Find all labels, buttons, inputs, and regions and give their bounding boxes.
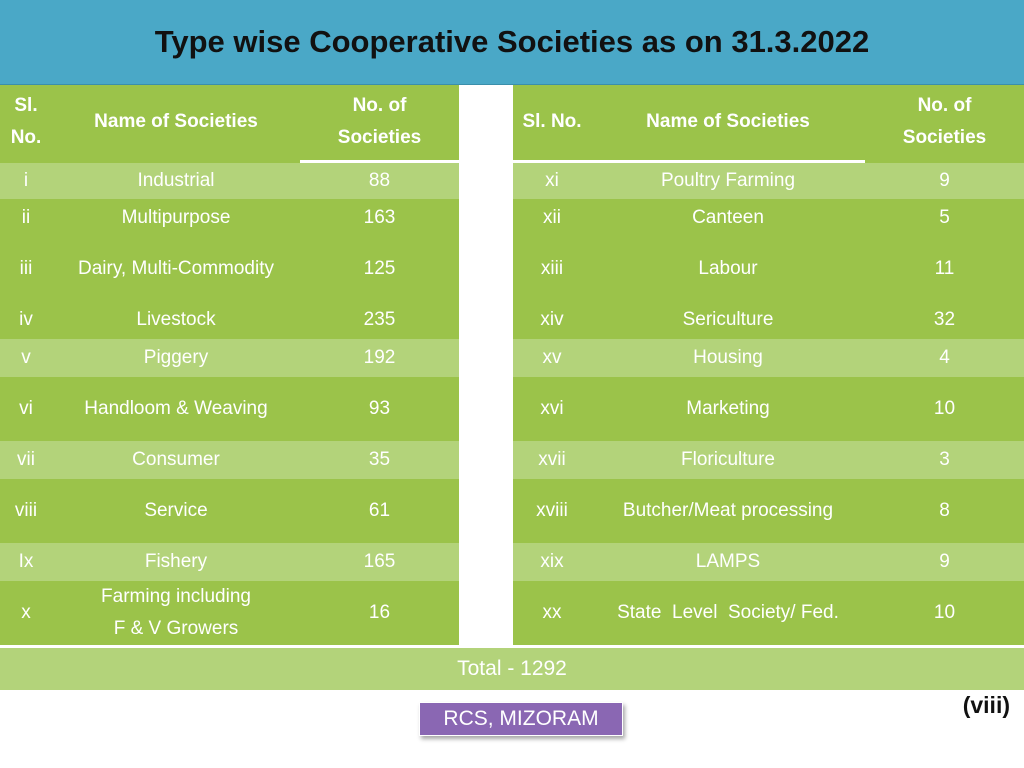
table-row: i Industrial 88 xyxy=(0,161,459,199)
cell-count: 10 xyxy=(865,377,1024,441)
cell-sl: xvi xyxy=(513,377,591,441)
table-row: xix LAMPS 9 xyxy=(513,543,1024,581)
cell-sl: xiv xyxy=(513,301,591,339)
cell-name: Poultry Farming xyxy=(591,161,865,199)
header-name: Name of Societies xyxy=(52,85,300,163)
cell-count: 165 xyxy=(300,543,459,581)
header-count: No. of Societies xyxy=(865,85,1024,163)
cell-count: 93 xyxy=(300,377,459,441)
cell-name: Farming including F & V Growers xyxy=(52,581,300,645)
cell-name: Butcher/Meat processing xyxy=(591,479,865,543)
cell-sl: x xyxy=(0,581,52,645)
cell-sl: vii xyxy=(0,441,52,479)
header-sl-no: Sl. No. xyxy=(513,85,591,163)
table-row: iv Livestock 235 xyxy=(0,301,459,339)
left-table: Sl. No. Name of Societies No. of Societi… xyxy=(0,85,459,645)
cell-name: Sericulture xyxy=(591,301,865,339)
societies-grid: Sl. No. Name of Societies No. of Societi… xyxy=(0,85,1024,690)
cell-name: Multipurpose xyxy=(52,199,300,237)
cell-name: Housing xyxy=(591,339,865,377)
cell-count: 61 xyxy=(300,479,459,543)
table-row: xiii Labour 11 xyxy=(513,237,1024,301)
cell-name: Livestock xyxy=(52,301,300,339)
cell-name: State Level Society/ Fed. xyxy=(591,581,865,645)
cell-sl: xvii xyxy=(513,441,591,479)
cell-name: Fishery xyxy=(52,543,300,581)
cell-sl: xx xyxy=(513,581,591,645)
cell-count: 11 xyxy=(865,237,1024,301)
header-sl-no: Sl. No. xyxy=(0,85,52,163)
cell-name: Marketing xyxy=(591,377,865,441)
cell-count: 32 xyxy=(865,301,1024,339)
cell-name: LAMPS xyxy=(591,543,865,581)
cell-sl: vi xyxy=(0,377,52,441)
table-row: x Farming including F & V Growers 16 xyxy=(0,581,459,645)
table-row: v Piggery 192 xyxy=(0,339,459,377)
footer-badge: RCS, MIZORAM xyxy=(419,702,623,736)
cell-sl: iv xyxy=(0,301,52,339)
table-row: iii Dairy, Multi-Commodity 125 xyxy=(0,237,459,301)
cell-sl: xi xyxy=(513,161,591,199)
cell-count: 235 xyxy=(300,301,459,339)
table-row: ii Multipurpose 163 xyxy=(0,199,459,237)
cell-count: 16 xyxy=(300,581,459,645)
cell-sl: v xyxy=(0,339,52,377)
cell-sl: xviii xyxy=(513,479,591,543)
header-name: Name of Societies xyxy=(591,85,865,163)
cell-name: Consumer xyxy=(52,441,300,479)
cell-name: Dairy, Multi-Commodity xyxy=(52,237,300,301)
total-row: Total - 1292 xyxy=(0,648,1024,690)
table-gap xyxy=(459,85,513,648)
table-row: xvii Floriculture 3 xyxy=(513,441,1024,479)
cell-name: Labour xyxy=(591,237,865,301)
cell-sl: i xyxy=(0,161,52,199)
cell-sl: ii xyxy=(0,199,52,237)
header-count: No. of Societies xyxy=(300,85,459,163)
cell-count: 4 xyxy=(865,339,1024,377)
cell-count: 35 xyxy=(300,441,459,479)
table-row: xii Canteen 5 xyxy=(513,199,1024,237)
cell-count: 3 xyxy=(865,441,1024,479)
cell-count: 5 xyxy=(865,199,1024,237)
table-row: xx State Level Society/ Fed. 10 xyxy=(513,581,1024,645)
cell-name: Floriculture xyxy=(591,441,865,479)
table-row: xvi Marketing 10 xyxy=(513,377,1024,441)
cell-count: 125 xyxy=(300,237,459,301)
table-row: xv Housing 4 xyxy=(513,339,1024,377)
cell-sl: xii xyxy=(513,199,591,237)
table-row: Ix Fishery 165 xyxy=(0,543,459,581)
title-bar: Type wise Cooperative Societies as on 31… xyxy=(0,0,1024,85)
cell-count: 192 xyxy=(300,339,459,377)
cell-sl: xv xyxy=(513,339,591,377)
table-row: xi Poultry Farming 9 xyxy=(513,161,1024,199)
cell-name: Handloom & Weaving xyxy=(52,377,300,441)
table-row: xiv Sericulture 32 xyxy=(513,301,1024,339)
cell-name: Service xyxy=(52,479,300,543)
right-table: Sl. No. Name of Societies No. of Societi… xyxy=(513,85,1024,645)
table-row: xviii Butcher/Meat processing 8 xyxy=(513,479,1024,543)
cell-sl: viii xyxy=(0,479,52,543)
table-row: vi Handloom & Weaving 93 xyxy=(0,377,459,441)
cell-sl: iii xyxy=(0,237,52,301)
cell-sl: Ix xyxy=(0,543,52,581)
cell-count: 163 xyxy=(300,199,459,237)
table-row: vii Consumer 35 xyxy=(0,441,459,479)
cell-count: 10 xyxy=(865,581,1024,645)
cell-count: 8 xyxy=(865,479,1024,543)
cell-name: Piggery xyxy=(52,339,300,377)
cell-sl: xix xyxy=(513,543,591,581)
cell-count: 88 xyxy=(300,161,459,199)
cell-name: Industrial xyxy=(52,161,300,199)
cell-sl: xiii xyxy=(513,237,591,301)
table-row: viii Service 61 xyxy=(0,479,459,543)
cell-count: 9 xyxy=(865,543,1024,581)
cell-name: Canteen xyxy=(591,199,865,237)
page-title: Type wise Cooperative Societies as on 31… xyxy=(154,24,870,59)
cell-count: 9 xyxy=(865,161,1024,199)
page-number: (viii) xyxy=(962,692,1010,718)
